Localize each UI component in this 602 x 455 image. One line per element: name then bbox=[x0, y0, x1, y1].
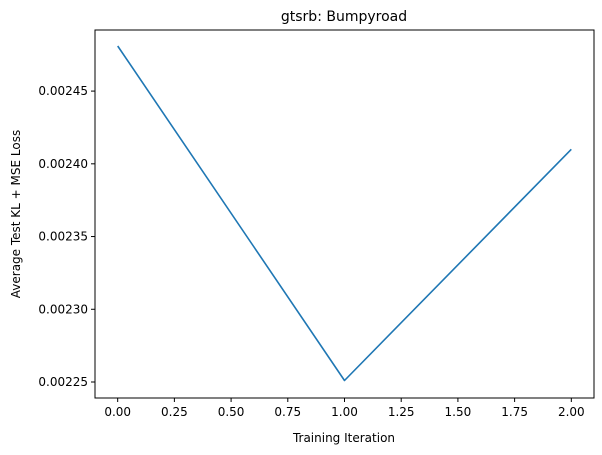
x-tick-label: 2.00 bbox=[558, 405, 585, 419]
y-tick-label: 0.00225 bbox=[38, 375, 88, 389]
x-tick-label: 1.50 bbox=[445, 405, 472, 419]
x-tick-label: 0.25 bbox=[161, 405, 188, 419]
y-tick-label: 0.00245 bbox=[38, 84, 88, 98]
series-lines bbox=[117, 45, 572, 382]
x-axis-label: Training Iteration bbox=[292, 431, 395, 445]
x-tick-label: 1.00 bbox=[331, 405, 358, 419]
x-tick-label: 0.00 bbox=[104, 405, 131, 419]
x-tick-label: 0.50 bbox=[218, 405, 245, 419]
x-tick-label: 0.75 bbox=[274, 405, 301, 419]
y-tick-label: 0.00235 bbox=[38, 230, 88, 244]
chart-title: gtsrb: Bumpyroad bbox=[281, 9, 407, 25]
x-tick-label: 1.25 bbox=[388, 405, 415, 419]
x-axis-ticks: 0.00 0.25 0.50 0.75 1.00 1.25 1.50 1.75 2.00 bbox=[104, 398, 585, 419]
plot-frame bbox=[94, 29, 595, 399]
y-axis-label: Average Test KL + MSE Loss bbox=[9, 130, 23, 298]
series-line bbox=[117, 45, 572, 382]
y-axis-ticks: 0.00225 0.00230 0.00235 0.00240 0.00245 bbox=[38, 84, 95, 389]
y-tick-label: 0.00230 bbox=[38, 302, 88, 316]
x-tick-label: 1.75 bbox=[501, 405, 528, 419]
y-tick-label: 0.00240 bbox=[38, 157, 88, 171]
